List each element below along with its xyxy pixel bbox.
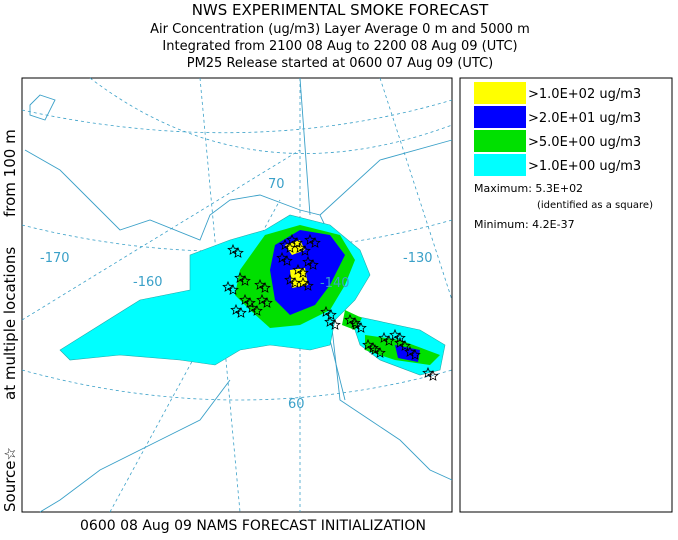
source-star: [307, 258, 319, 270]
source-star: [276, 251, 288, 263]
side-label-part: at multiple locations: [1, 247, 19, 400]
subtitle: Air Concentration (ug/m3) Layer Average …: [150, 22, 530, 37]
source-star: [399, 339, 411, 351]
source-star: [227, 283, 239, 295]
source-star: [394, 331, 406, 343]
source-star: [422, 366, 434, 378]
source-star: [251, 304, 263, 316]
grid-line: [21, 149, 301, 321]
source-star: [355, 321, 367, 333]
source-star: [349, 316, 361, 328]
grid-line: [89, 77, 453, 154]
legend: >1.0E+02 ug/m3 >2.0E+01 ug/m3 >5.0E+00 ug/…: [474, 82, 641, 176]
source-star: [409, 348, 421, 360]
legend-swatch: [474, 82, 526, 104]
coastline: [39, 77, 453, 513]
source-star: [284, 241, 296, 253]
map-label: -170: [40, 251, 70, 266]
source-star: [239, 274, 251, 286]
coastline: [24, 94, 453, 481]
legend-label: >5.0E+00 ug/m3: [528, 135, 641, 150]
source-star: [427, 369, 439, 381]
source-star: [329, 318, 341, 330]
source-star: [254, 278, 266, 290]
source-star: [230, 303, 242, 315]
source-star: [232, 246, 244, 258]
sources: [222, 233, 439, 381]
source-star: [239, 293, 251, 305]
footer: 0600 08 Aug 09 NAMS FORECAST INITIALIZAT…: [80, 518, 426, 534]
source-star: [259, 281, 271, 293]
grid-line: [21, 369, 453, 401]
legend-label: >2.0E+01 ug/m3: [528, 111, 641, 126]
source-star: [246, 301, 258, 313]
source-star: [304, 233, 316, 245]
source-star: [234, 271, 246, 283]
source-star: [350, 318, 362, 330]
source-star: [297, 276, 309, 288]
subtitle: Integrated from 2100 08 Aug to 2200 08 A…: [162, 39, 517, 54]
side-label-part: Source☆: [1, 447, 19, 512]
source-star: [227, 243, 239, 255]
legend-label: >1.0E+02 ug/m3: [528, 87, 641, 102]
source-star: [291, 236, 303, 248]
source-star: [320, 305, 332, 317]
source-star: [244, 296, 256, 308]
source-star: [294, 241, 306, 253]
plume-level-2: [270, 230, 420, 362]
source-star: [389, 328, 401, 340]
grid-line: [21, 99, 453, 134]
side-label: Source☆ at multiple locations from 100 m: [1, 129, 19, 512]
map-label: -130: [403, 251, 433, 266]
source-star: [378, 331, 390, 343]
source-star: [309, 236, 321, 248]
map-label: -140: [320, 276, 350, 291]
legend-swatch: [474, 130, 526, 152]
legend-minimum: Minimum: 4.2E-37: [474, 218, 575, 231]
source-star: [284, 273, 296, 285]
legend-swatch: [474, 106, 526, 128]
legend-swatch: [474, 154, 526, 176]
legend-maximum: Maximum: 5.3E+02: [474, 182, 583, 195]
map-label: -160: [133, 275, 163, 290]
source-star: [394, 336, 406, 348]
source-star: [299, 244, 311, 256]
map-label: 60: [288, 397, 305, 412]
source-star: [222, 280, 234, 292]
subtitle: PM25 Release started at 0600 07 Aug 09 (…: [187, 56, 494, 71]
source-star: [235, 306, 247, 318]
source-star: [374, 346, 386, 358]
source-star: [281, 254, 293, 266]
source-star: [369, 343, 381, 355]
map-label: 70: [268, 177, 285, 192]
source-star: [279, 238, 291, 250]
source-star: [344, 313, 356, 325]
source-star: [362, 338, 374, 350]
source-star: [297, 266, 309, 278]
source-star: [292, 263, 304, 275]
map: -170 -160 -140 -130 70 60: [21, 77, 453, 513]
side-label-part: from 100 m: [1, 129, 19, 217]
title: NWS EXPERIMENTAL SMOKE FORECAST: [192, 1, 489, 19]
grid-line: [379, 77, 453, 301]
legend-maximum-note: (identified as a square): [537, 200, 653, 211]
source-star: [302, 255, 314, 267]
source-star: [324, 315, 336, 327]
source-star: [383, 334, 395, 346]
source-star: [256, 293, 268, 305]
source-star: [325, 308, 337, 320]
source-star: [286, 233, 298, 245]
source-star: [261, 296, 273, 308]
source-star: [404, 345, 416, 357]
source-star: [302, 279, 314, 291]
legend-label: >1.0E+00 ug/m3: [528, 159, 641, 174]
